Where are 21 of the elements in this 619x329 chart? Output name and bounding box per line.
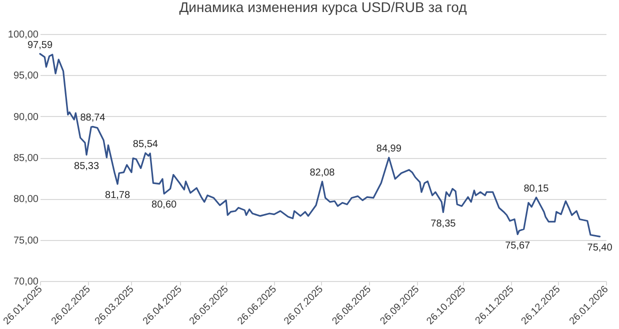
- annotation: 84,99: [376, 144, 402, 155]
- y-tick-label: 80,00: [13, 194, 39, 206]
- annotation: 80,60: [152, 200, 177, 211]
- annotation: 78,35: [430, 218, 456, 230]
- annotation: 85,54: [132, 139, 158, 150]
- line-series: [39, 53, 601, 238]
- annotation: 75,40: [587, 242, 613, 254]
- y-tick-label: 70,00: [13, 276, 39, 288]
- chart-title: Динамика изменения курса USD/RUB за год: [179, 0, 467, 15]
- annotation: 85,33: [74, 160, 100, 172]
- y-tick-label: 90,00: [13, 112, 39, 123]
- annotation: 75,67: [505, 240, 531, 252]
- y-tick-label: 75,00: [13, 235, 39, 246]
- y-tick-label: 95,00: [13, 70, 39, 82]
- annotation: 80,15: [524, 183, 550, 194]
- annotation: 82,08: [310, 168, 336, 179]
- y-tick-label: 100,00: [8, 30, 39, 40]
- annotation: 97,59: [27, 40, 53, 51]
- y-tick-label: 85,00: [13, 153, 39, 164]
- annotation: 81,78: [105, 190, 130, 202]
- annotation: 88,74: [80, 112, 106, 124]
